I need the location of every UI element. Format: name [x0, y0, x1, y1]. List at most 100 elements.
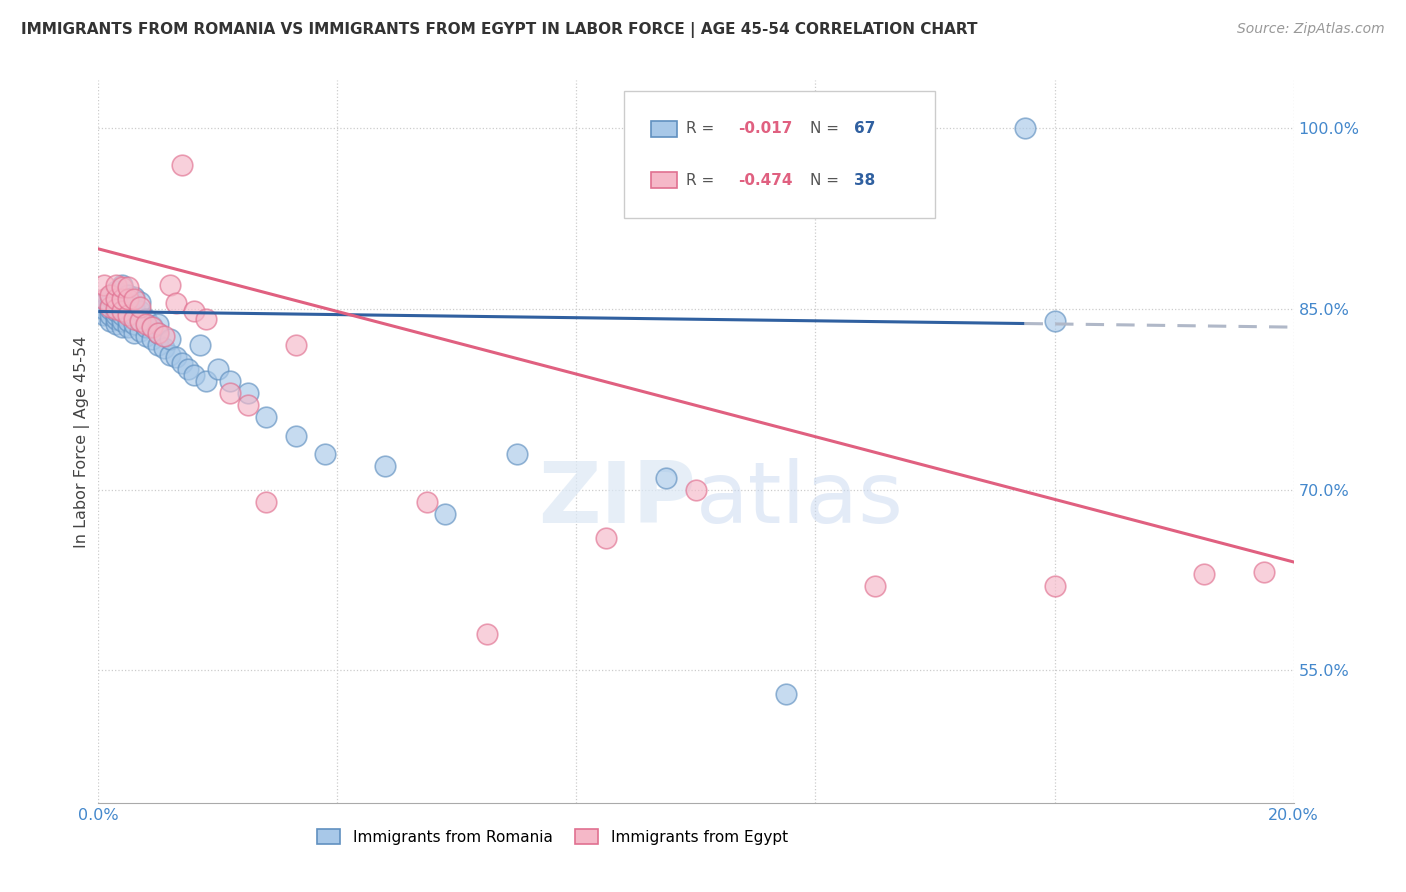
Text: 67: 67	[853, 121, 875, 136]
Point	[105, 293, 128, 307]
Point	[177, 362, 200, 376]
Point	[105, 311, 128, 326]
Point	[135, 317, 157, 331]
Point	[1253, 565, 1275, 579]
Point	[93, 301, 115, 317]
Point	[129, 324, 152, 338]
Point	[172, 158, 194, 172]
Point	[141, 332, 163, 346]
Point	[183, 368, 205, 383]
Point	[111, 308, 134, 322]
Point	[105, 290, 128, 304]
Point	[141, 318, 163, 333]
Point	[434, 507, 457, 521]
Point	[93, 308, 115, 322]
Point	[865, 579, 887, 593]
Point	[105, 301, 128, 317]
Point	[105, 308, 128, 322]
Point	[129, 314, 152, 328]
Point	[105, 294, 128, 309]
Point	[98, 314, 122, 328]
Point	[124, 317, 146, 331]
Text: atlas: atlas	[696, 458, 904, 541]
Point	[219, 386, 242, 401]
Point	[129, 300, 152, 314]
Point	[129, 304, 152, 318]
Point	[1192, 567, 1215, 582]
Point	[98, 290, 122, 304]
Point	[111, 290, 134, 304]
Point	[188, 338, 211, 352]
Point	[111, 320, 134, 334]
Point	[1043, 314, 1066, 328]
Point	[135, 311, 157, 326]
Point	[236, 386, 259, 401]
Point	[117, 280, 139, 294]
Point	[93, 296, 115, 310]
Point	[315, 447, 337, 461]
Point	[1043, 579, 1066, 593]
Text: N =: N =	[810, 121, 844, 136]
Point	[141, 320, 163, 334]
Text: R =: R =	[686, 172, 720, 187]
Point	[1014, 121, 1036, 136]
Point	[117, 308, 139, 322]
Point	[111, 296, 134, 310]
Point	[111, 314, 134, 328]
Point	[284, 428, 307, 442]
Point	[506, 447, 529, 461]
Point	[129, 314, 152, 328]
Point	[98, 301, 122, 317]
Point	[159, 348, 181, 362]
Point	[254, 495, 277, 509]
Point	[685, 483, 707, 497]
Point	[105, 284, 128, 298]
Point	[172, 356, 194, 370]
Point	[105, 317, 128, 331]
Point	[117, 293, 139, 307]
FancyBboxPatch shape	[651, 172, 676, 188]
Point	[124, 290, 146, 304]
Point	[111, 280, 134, 294]
Point	[111, 304, 134, 318]
Point	[284, 338, 307, 352]
Point	[195, 375, 218, 389]
Text: 38: 38	[853, 172, 875, 187]
Point	[775, 687, 797, 701]
Text: IMMIGRANTS FROM ROMANIA VS IMMIGRANTS FROM EGYPT IN LABOR FORCE | AGE 45-54 CORR: IMMIGRANTS FROM ROMANIA VS IMMIGRANTS FR…	[21, 22, 977, 38]
Point	[105, 304, 128, 318]
Point	[374, 458, 396, 473]
Point	[129, 294, 152, 309]
Point	[105, 300, 128, 314]
Point	[165, 296, 187, 310]
Point	[254, 410, 277, 425]
Legend: Immigrants from Romania, Immigrants from Egypt: Immigrants from Romania, Immigrants from…	[314, 825, 792, 849]
Point	[117, 287, 139, 301]
Point	[153, 328, 176, 343]
Point	[124, 308, 146, 322]
Point	[195, 311, 218, 326]
Point	[595, 531, 617, 545]
Point	[111, 301, 134, 317]
Point	[111, 293, 134, 307]
Point	[93, 293, 115, 307]
FancyBboxPatch shape	[624, 91, 935, 218]
Point	[135, 320, 157, 334]
Text: ZIP: ZIP	[538, 458, 696, 541]
Point	[98, 308, 122, 322]
Point	[207, 362, 229, 376]
Text: R =: R =	[686, 121, 720, 136]
FancyBboxPatch shape	[651, 120, 676, 136]
Point	[655, 471, 678, 485]
Point	[183, 304, 205, 318]
Point	[124, 293, 146, 307]
Point	[124, 300, 146, 314]
Point	[111, 278, 134, 293]
Point	[148, 338, 170, 352]
Point	[93, 278, 115, 293]
Point	[159, 332, 181, 346]
Point	[98, 296, 122, 310]
Text: -0.474: -0.474	[738, 172, 793, 187]
Y-axis label: In Labor Force | Age 45-54: In Labor Force | Age 45-54	[75, 335, 90, 548]
Point	[105, 278, 128, 293]
